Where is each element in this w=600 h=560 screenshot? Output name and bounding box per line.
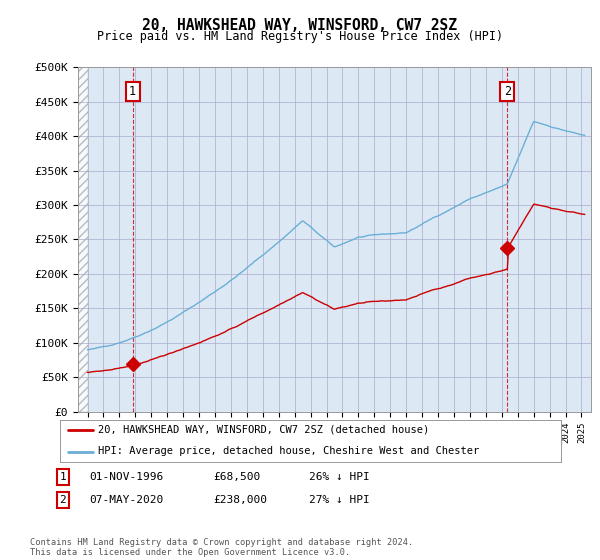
- Text: 1: 1: [129, 85, 136, 98]
- Text: Price paid vs. HM Land Registry's House Price Index (HPI): Price paid vs. HM Land Registry's House …: [97, 30, 503, 43]
- Text: 26% ↓ HPI: 26% ↓ HPI: [309, 472, 370, 482]
- Text: 2: 2: [59, 494, 67, 505]
- Text: £238,000: £238,000: [213, 494, 267, 505]
- Text: 07-MAY-2020: 07-MAY-2020: [89, 494, 163, 505]
- Text: 2: 2: [504, 85, 511, 98]
- Text: 20, HAWKSHEAD WAY, WINSFORD, CW7 2SZ: 20, HAWKSHEAD WAY, WINSFORD, CW7 2SZ: [143, 18, 458, 33]
- Text: Contains HM Land Registry data © Crown copyright and database right 2024.
This d: Contains HM Land Registry data © Crown c…: [30, 538, 413, 557]
- Text: 1: 1: [59, 472, 67, 482]
- Text: 01-NOV-1996: 01-NOV-1996: [89, 472, 163, 482]
- Text: 27% ↓ HPI: 27% ↓ HPI: [309, 494, 370, 505]
- Text: 20, HAWKSHEAD WAY, WINSFORD, CW7 2SZ (detached house): 20, HAWKSHEAD WAY, WINSFORD, CW7 2SZ (de…: [98, 424, 429, 435]
- Text: HPI: Average price, detached house, Cheshire West and Chester: HPI: Average price, detached house, Ches…: [98, 446, 479, 456]
- Text: £68,500: £68,500: [213, 472, 260, 482]
